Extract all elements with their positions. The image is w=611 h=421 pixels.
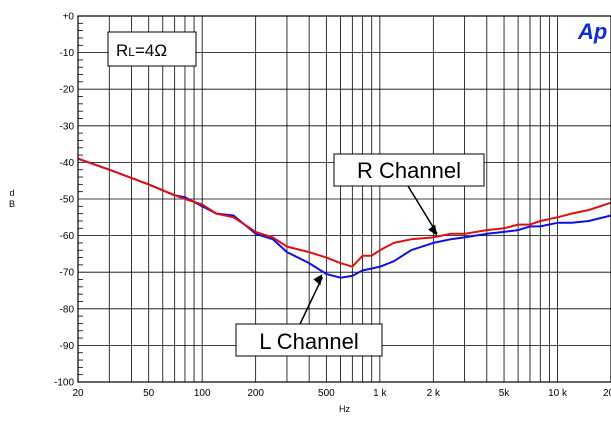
y-tick-label: -30 (60, 121, 75, 132)
load-label-box (107, 31, 197, 67)
y-tick-label: -20 (60, 85, 75, 96)
load-label-value: =4Ω (135, 41, 167, 60)
r-channel-arrowhead (428, 224, 438, 236)
plot-frame (77, 15, 611, 383)
x-tick-label: 500 (318, 388, 335, 399)
x-axis-label: Hz (339, 404, 350, 414)
brand-mark-background (575, 17, 611, 47)
y-axis-label-part: d (9, 188, 14, 198)
series-line-r-channel (77, 157, 611, 268)
load-label-r: R (116, 41, 128, 60)
y-tick-label: -10 (60, 48, 75, 59)
y-tick-label: -60 (60, 231, 75, 242)
x-tick-label: 20k (603, 388, 611, 399)
x-tick-label: 200 (247, 388, 264, 399)
y-tick-label: -50 (60, 195, 75, 206)
l-channel-arrow (299, 276, 324, 325)
series-group (77, 157, 611, 279)
x-tick-label: 50 (143, 388, 155, 399)
r-channel-callout-label: R Channel (357, 158, 461, 183)
x-tick-label: 20 (72, 388, 84, 399)
y-tick-label: -80 (60, 304, 75, 315)
y-axis-label-part: B (9, 199, 15, 209)
series-line-l-channel (77, 157, 611, 279)
x-tick-label: 10 k (548, 388, 568, 399)
l-channel-callout-label: L Channel (259, 329, 358, 354)
x-tick-label: 5k (499, 388, 511, 399)
x-tick-label: 1 k (373, 388, 387, 399)
x-tick-label: 100 (194, 388, 211, 399)
l-channel-arrowhead (313, 274, 323, 286)
load-label-sub: L (128, 45, 135, 59)
y-tick-label: -40 (60, 158, 75, 169)
y-tick-label: -70 (60, 268, 75, 279)
y-tick-label: +0 (63, 12, 75, 23)
annotations-group: RL=4Ω R Channel L Channel Ap (107, 17, 611, 357)
y-tick-label: -90 (60, 341, 75, 352)
x-tick-label: 2 k (427, 388, 441, 399)
y-tick-label: -100 (54, 378, 74, 389)
r-channel-callout-box (333, 153, 485, 187)
l-channel-callout-box (235, 323, 383, 357)
brand-logo: Ap (577, 19, 607, 44)
load-label: RL=4Ω (116, 41, 167, 60)
r-channel-arrow (407, 185, 438, 234)
